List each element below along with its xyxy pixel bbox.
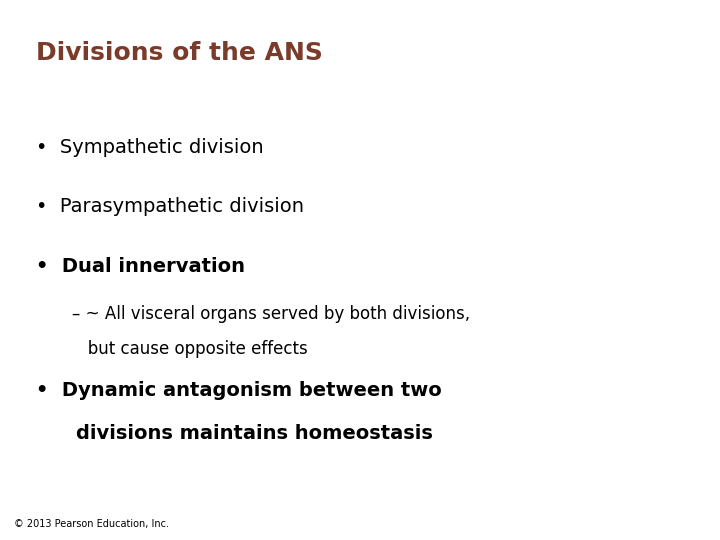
Text: •  Sympathetic division: • Sympathetic division [36, 138, 264, 157]
Text: •  Parasympathetic division: • Parasympathetic division [36, 197, 304, 216]
Text: divisions maintains homeostasis: divisions maintains homeostasis [76, 424, 433, 443]
Text: •  Dual innervation: • Dual innervation [36, 256, 245, 275]
Text: but cause opposite effects: but cause opposite effects [72, 340, 307, 358]
Text: •  Dynamic antagonism between two: • Dynamic antagonism between two [36, 381, 442, 400]
Text: – ~ All visceral organs served by both divisions,: – ~ All visceral organs served by both d… [72, 305, 470, 323]
Text: © 2013 Pearson Education, Inc.: © 2013 Pearson Education, Inc. [14, 519, 169, 529]
Text: Divisions of the ANS: Divisions of the ANS [36, 40, 323, 64]
